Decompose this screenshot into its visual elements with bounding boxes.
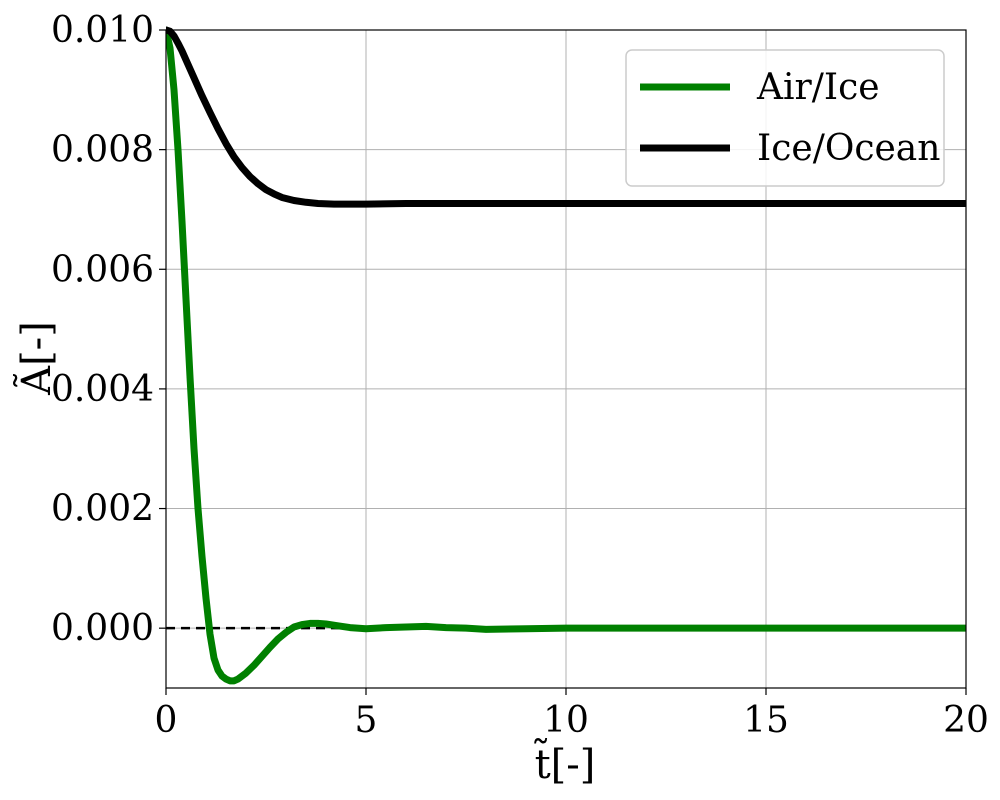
y-tick-label: 0.010 bbox=[51, 10, 154, 51]
series-line-ice-ocean bbox=[166, 26, 966, 208]
y-tick-label: 0.000 bbox=[51, 608, 154, 649]
x-axis-ticks: 0 5 10 15 20 bbox=[155, 688, 989, 741]
series-layer bbox=[166, 26, 966, 685]
legend-label-ice-ocean: Ice/Ocean bbox=[757, 128, 940, 169]
y-tick-label: 0.004 bbox=[51, 369, 154, 410]
legend: Air/Ice Ice/Ocean bbox=[625, 49, 945, 187]
y-tick-label: 0.002 bbox=[51, 489, 154, 530]
x-tick-label: 5 bbox=[355, 700, 378, 741]
series-line-air-ice bbox=[166, 26, 966, 685]
x-axis-label: t̃[-] bbox=[534, 738, 596, 788]
x-tick-label: 20 bbox=[943, 700, 989, 741]
y-tick-label: 0.008 bbox=[51, 130, 154, 171]
x-tick-label: 0 bbox=[155, 700, 178, 741]
y-axis-ticks: 0.000 0.002 0.004 0.006 0.008 0.010 bbox=[51, 10, 166, 649]
legend-label-air-ice: Air/Ice bbox=[756, 67, 880, 108]
y-tick-label: 0.006 bbox=[51, 249, 154, 290]
x-tick-label: 15 bbox=[743, 700, 789, 741]
x-tick-label: 10 bbox=[543, 700, 589, 741]
y-axis-label: Ã[-] bbox=[13, 321, 60, 396]
